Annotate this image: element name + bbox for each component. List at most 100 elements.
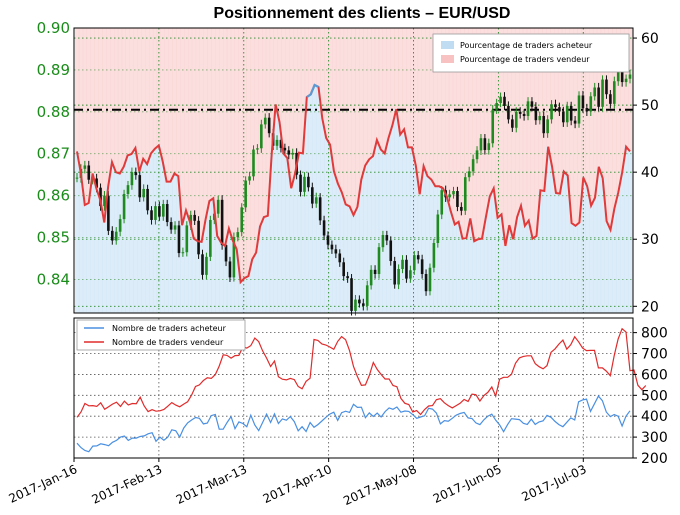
bg-band-acheteur (429, 179, 434, 313)
candle-body (193, 214, 196, 221)
bg-band-vendeur (343, 28, 348, 205)
candle-body (146, 188, 149, 211)
bg-band-vendeur (203, 28, 208, 220)
bg-band-acheteur (378, 149, 384, 313)
candle-body (609, 94, 612, 104)
bg-band-acheteur (324, 137, 329, 313)
bg-band-vendeur (273, 28, 278, 105)
bg-band-vendeur (351, 28, 356, 216)
bg-band-vendeur (468, 28, 473, 219)
bg-band-vendeur (367, 28, 372, 160)
bg-band-vendeur (390, 28, 395, 126)
bg-band-vendeur (433, 28, 438, 187)
candle-body (460, 206, 463, 211)
candle-body (577, 95, 581, 124)
candle-body (385, 235, 389, 241)
bg-band-acheteur (359, 179, 364, 313)
bg-band-vendeur (363, 28, 368, 166)
bg-band-vendeur (102, 28, 107, 223)
bg-band-vendeur (382, 28, 387, 154)
bg-band-vendeur (211, 28, 216, 199)
candle-body (256, 148, 259, 150)
bg-band-acheteur (94, 188, 99, 313)
candle-body (342, 262, 345, 277)
candle-body (393, 261, 396, 285)
right-tick-label: 30 (641, 232, 659, 248)
candle-body (491, 109, 495, 144)
candle-body (118, 219, 122, 232)
candle-body (471, 159, 475, 172)
bg-band-vendeur (234, 28, 239, 250)
x-tick-label: 2017-Feb-13 (90, 462, 165, 507)
bg-band-vendeur (491, 28, 496, 189)
bg-band-acheteur (102, 222, 107, 313)
candle-body (412, 255, 416, 271)
bg-band-vendeur (429, 28, 434, 180)
bg-band-acheteur (207, 201, 212, 313)
candle-body (581, 95, 585, 109)
bg-band-vendeur (409, 28, 415, 148)
candle-body (514, 111, 518, 128)
legend-swatch-acheteur (441, 41, 454, 49)
bg-band-vendeur (577, 28, 582, 223)
right-tick-label: 50 (641, 98, 659, 114)
percentage-lines (76, 83, 631, 285)
candle-body (169, 222, 173, 230)
bg-band-vendeur (145, 28, 150, 165)
bg-band-vendeur (425, 28, 430, 177)
bg-band-vendeur (328, 28, 333, 145)
candle-body (330, 244, 334, 250)
bottom-panel-frame (73, 317, 634, 459)
count-lines (76, 327, 647, 453)
bg-band-acheteur (612, 208, 617, 313)
candle-body (365, 285, 369, 306)
candle-body (275, 139, 279, 146)
bg-band-acheteur (363, 165, 368, 313)
bg-band-vendeur (487, 28, 493, 197)
bg-band-acheteur (589, 205, 594, 313)
candle-body (314, 197, 318, 204)
bg-band-vendeur (538, 28, 543, 191)
bg-band-acheteur (604, 221, 609, 313)
sentiment-background (75, 28, 633, 314)
series-line-nb-acheteur (76, 395, 631, 453)
left-tick-label: 0.89 (37, 61, 70, 79)
bg-band-vendeur (308, 28, 313, 95)
bg-band-acheteur (191, 238, 197, 313)
candle-body (550, 104, 553, 120)
candle-body (346, 276, 349, 279)
bg-band-vendeur (526, 28, 531, 221)
bg-band-acheteur (261, 217, 267, 313)
bg-band-vendeur (480, 28, 485, 239)
bg-band-acheteur (281, 153, 286, 313)
candle-body (181, 252, 185, 254)
chart-title: Positionnement des clients – EUR/USD (214, 5, 511, 22)
candle-body (75, 177, 79, 179)
bg-band-acheteur (546, 146, 551, 313)
bg-band-acheteur (628, 151, 633, 313)
bg-band-acheteur (390, 125, 395, 313)
bg-band-acheteur (339, 192, 345, 313)
bg-band-acheteur (273, 104, 278, 314)
bg-band-vendeur (199, 28, 204, 242)
bg-band-vendeur (242, 28, 247, 279)
bg-band-acheteur (452, 224, 458, 313)
candle-body (369, 269, 373, 286)
bg-band-acheteur (554, 192, 559, 313)
bg-band-acheteur (565, 175, 570, 313)
bg-band-vendeur (226, 28, 232, 229)
candle-body (201, 254, 204, 275)
candle-body (526, 101, 530, 117)
bg-band-vendeur (534, 28, 539, 236)
bg-band-vendeur (378, 28, 384, 150)
left-tick-label: 0.90 (37, 19, 70, 37)
bg-band-acheteur (320, 118, 325, 313)
x-tick-label: 2017-Mar-13 (174, 462, 249, 507)
bg-band-acheteur (417, 194, 422, 313)
bg-band-vendeur (499, 28, 504, 215)
bg-band-acheteur (406, 147, 411, 313)
bg-band-acheteur (421, 166, 426, 313)
candle-body (585, 108, 589, 112)
bg-band-acheteur (265, 215, 271, 313)
left-tick-label: 0.88 (37, 103, 70, 121)
